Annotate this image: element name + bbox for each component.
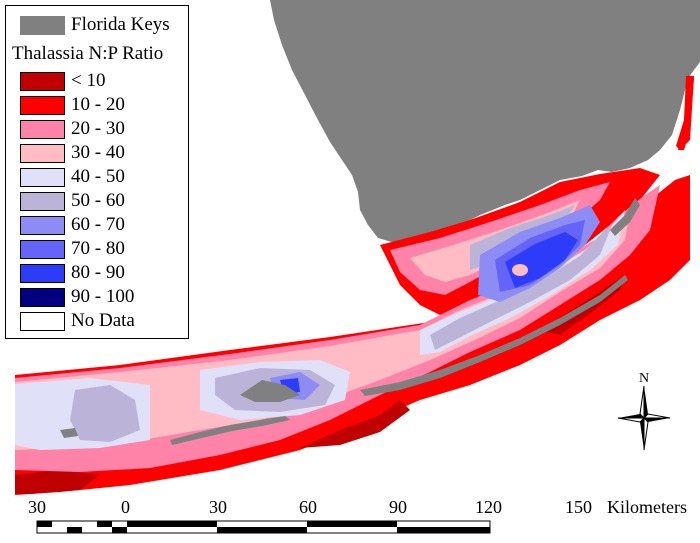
legend-swatch [20, 287, 65, 307]
legend-title: Thalassia N:P Ratio [12, 43, 164, 64]
scale-tick-label: 120 [475, 497, 502, 517]
north-label: N [639, 371, 649, 386]
legend-row: 80 - 90 [20, 262, 125, 284]
legend-label: 60 - 70 [71, 214, 125, 235]
scale-units-label: Kilometers [607, 497, 687, 517]
legend-row-land: Florida Keys [20, 14, 170, 36]
florida-keys [60, 198, 640, 445]
legend-row: < 10 [20, 70, 105, 92]
legend-label: 40 - 50 [71, 166, 125, 187]
legend-row: 30 - 40 [20, 142, 125, 164]
legend-swatch [20, 71, 65, 91]
legend-swatch [20, 167, 65, 187]
legend-label: 50 - 60 [71, 190, 125, 211]
legend-swatch-land [20, 15, 65, 35]
scale-tick-label: 30 [209, 497, 227, 517]
legend-swatch [20, 239, 65, 259]
scale-tick-label: 90 [389, 497, 407, 517]
legend-label: 20 - 30 [71, 118, 125, 139]
north-arrow-icon: N [617, 371, 671, 451]
legend-label: 10 - 20 [71, 94, 125, 115]
legend-label: 30 - 40 [71, 142, 125, 163]
scale-tick-label: 60 [299, 497, 317, 517]
legend-row: 90 - 100 [20, 286, 134, 308]
legend-swatch [20, 119, 65, 139]
mainland-florida [270, 0, 700, 243]
legend-label: 70 - 80 [71, 238, 125, 259]
legend-row: 70 - 80 [20, 238, 125, 260]
scale-bar [36, 520, 491, 534]
legend-swatch [20, 311, 65, 331]
scale-tick-label: 0 [121, 497, 130, 517]
legend-label: No Data [71, 310, 135, 331]
legend-row: 50 - 60 [20, 190, 125, 212]
legend-swatch [20, 143, 65, 163]
scale-tick-label: 30 [28, 497, 46, 517]
legend-label: < 10 [71, 70, 106, 91]
legend-label-land: Florida Keys [71, 14, 170, 35]
legend-row: 20 - 30 [20, 118, 125, 140]
legend-row: No Data [20, 310, 135, 332]
scale-tick-label: 150 [565, 497, 592, 517]
legend-swatch [20, 95, 65, 115]
np-ratio-surface [15, 75, 694, 495]
map-legend: Florida Keys Thalassia N:P Ratio < 10 10… [5, 5, 189, 339]
legend-row: 10 - 20 [20, 94, 125, 116]
legend-row: 60 - 70 [20, 214, 125, 236]
legend-swatch [20, 191, 65, 211]
east-coast-strip [676, 76, 694, 150]
legend-label: 80 - 90 [71, 262, 125, 283]
legend-row: 40 - 50 [20, 166, 125, 188]
legend-swatch [20, 263, 65, 283]
legend-label: 90 - 100 [71, 286, 135, 307]
legend-swatch [20, 215, 65, 235]
